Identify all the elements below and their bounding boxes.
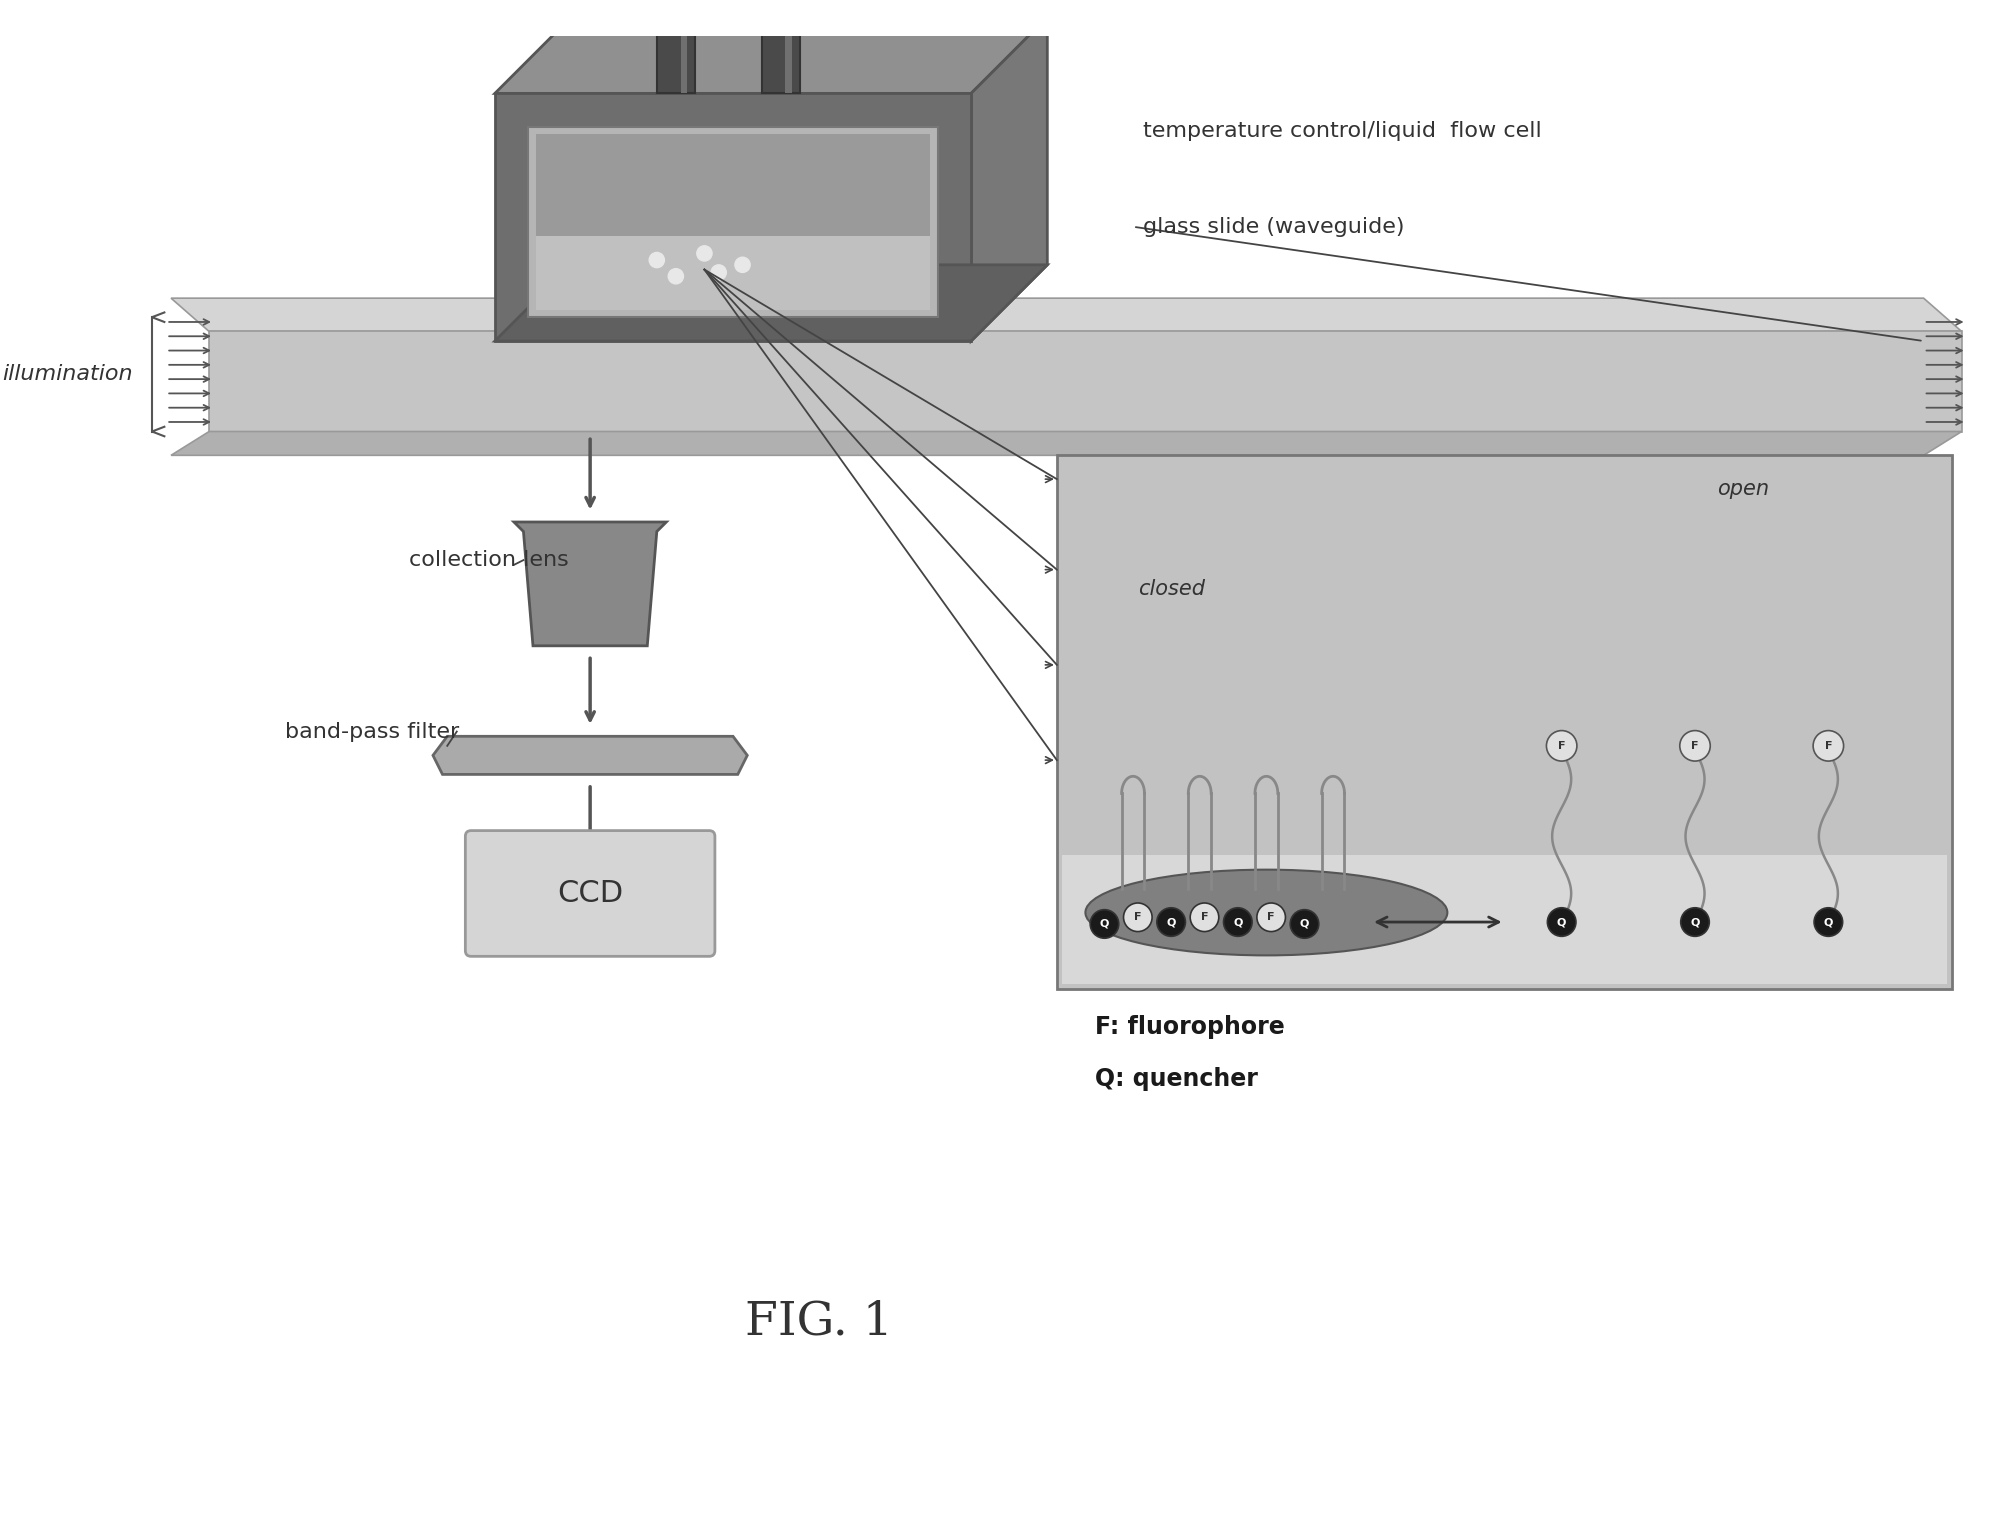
Ellipse shape <box>1086 869 1447 955</box>
Text: Q: Q <box>1691 917 1701 927</box>
Circle shape <box>1257 903 1285 932</box>
Circle shape <box>1289 909 1319 938</box>
Polygon shape <box>784 0 792 93</box>
Text: Q: Q <box>1557 917 1567 927</box>
Circle shape <box>1681 730 1711 761</box>
Circle shape <box>1547 907 1577 936</box>
Circle shape <box>711 265 727 281</box>
Text: Q: Q <box>1234 917 1242 927</box>
Text: temperature control/liquid  flow cell: temperature control/liquid flow cell <box>1142 122 1541 142</box>
Text: CCD: CCD <box>557 878 623 907</box>
Polygon shape <box>495 17 1048 93</box>
Circle shape <box>1812 730 1844 761</box>
Circle shape <box>1224 907 1251 936</box>
Polygon shape <box>513 522 667 645</box>
Circle shape <box>1158 907 1186 936</box>
Text: F: F <box>1691 741 1699 750</box>
Circle shape <box>1547 730 1577 761</box>
Text: FIG. 1: FIG. 1 <box>745 1299 892 1345</box>
Circle shape <box>669 268 683 284</box>
Text: Q: Q <box>1166 917 1176 927</box>
Polygon shape <box>972 17 1048 342</box>
Polygon shape <box>1062 856 1948 984</box>
Polygon shape <box>172 299 1962 331</box>
Polygon shape <box>210 331 1962 432</box>
Polygon shape <box>657 0 695 93</box>
Text: Q: quencher: Q: quencher <box>1096 1068 1257 1092</box>
Text: F: F <box>1202 912 1208 923</box>
Text: band-pass filter: band-pass filter <box>285 721 459 741</box>
Circle shape <box>649 253 665 268</box>
FancyBboxPatch shape <box>465 831 715 956</box>
Text: collection lens: collection lens <box>409 551 569 570</box>
Polygon shape <box>172 432 1962 456</box>
Text: F: F <box>1559 741 1565 750</box>
Circle shape <box>1681 907 1709 936</box>
Circle shape <box>1190 903 1220 932</box>
Circle shape <box>735 258 750 273</box>
Text: Q: Q <box>1299 920 1309 929</box>
Circle shape <box>1124 903 1152 932</box>
Polygon shape <box>535 134 930 310</box>
Circle shape <box>1814 907 1842 936</box>
Text: glass slide (waveguide): glass slide (waveguide) <box>1142 217 1403 236</box>
Polygon shape <box>762 0 800 93</box>
Text: F: F <box>1267 912 1275 923</box>
Text: Q: Q <box>1824 917 1832 927</box>
Polygon shape <box>495 265 1048 342</box>
Text: closed: closed <box>1138 578 1206 599</box>
Text: F: F <box>1824 741 1832 750</box>
Text: open: open <box>1717 479 1768 499</box>
Text: F: fluorophore: F: fluorophore <box>1096 1014 1285 1039</box>
Polygon shape <box>535 236 930 310</box>
Text: illumination: illumination <box>2 364 134 384</box>
Text: Q: Q <box>1100 920 1110 929</box>
Polygon shape <box>1056 456 1952 988</box>
Text: F: F <box>1134 912 1142 923</box>
Circle shape <box>1090 909 1120 938</box>
Polygon shape <box>681 0 687 93</box>
Polygon shape <box>495 93 972 342</box>
Polygon shape <box>529 127 938 317</box>
Polygon shape <box>433 737 747 775</box>
Circle shape <box>697 246 713 261</box>
